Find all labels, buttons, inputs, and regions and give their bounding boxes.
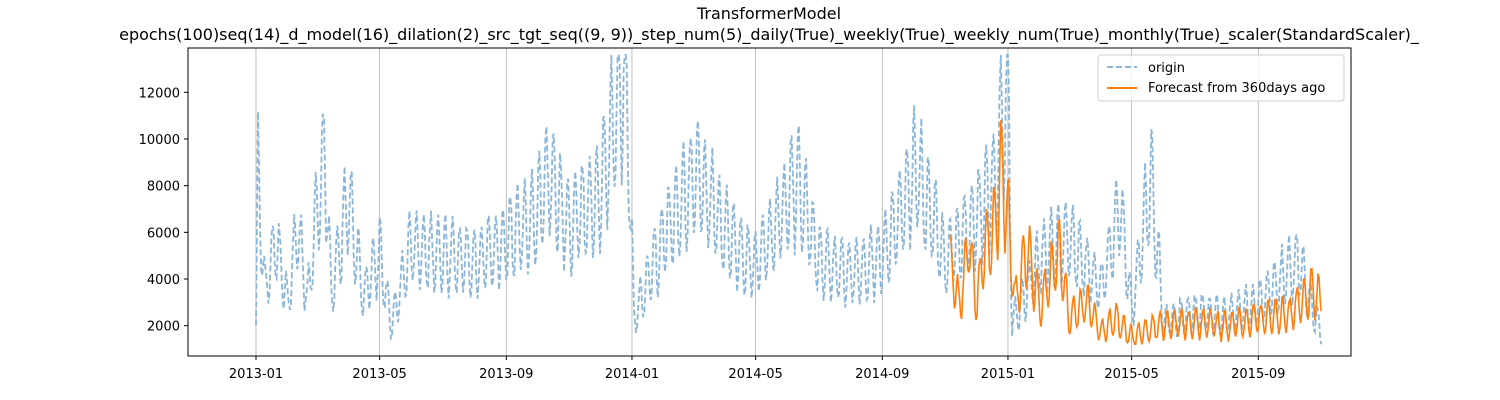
y-tick-label-2: 6000 [147, 226, 180, 241]
y-tick-label-5: 12000 [139, 86, 180, 101]
series-forecast-line [949, 120, 1322, 346]
x-tick-label-8: 2015-09 [1231, 367, 1285, 382]
series-origin-line [255, 54, 1322, 345]
legend: origin Forecast from 360days ago [1097, 54, 1345, 102]
x-tick-label-5: 2014-09 [855, 367, 909, 382]
x-axis-ticks: 2013-01 2013-05 2013-09 2014-01 2014-05 2014-… [229, 356, 1285, 382]
y-tick-label-3: 8000 [147, 180, 180, 195]
x-tick-label-3: 2014-01 [605, 367, 659, 382]
plot-area-frame [187, 47, 1352, 357]
legend-label-origin: origin [1148, 61, 1185, 76]
grid-lines [255, 48, 1259, 356]
x-tick-label-6: 2015-01 [981, 367, 1035, 382]
legend-label-forecast: Forecast from 360days ago [1148, 81, 1325, 96]
chart-title: TransformerModel [696, 4, 841, 23]
legend-box [1097, 54, 1345, 102]
x-tick-label-2: 2013-09 [479, 367, 533, 382]
plot-series [255, 54, 1322, 346]
y-tick-label-4: 10000 [139, 133, 180, 148]
x-tick-label-0: 2013-01 [229, 367, 283, 382]
y-tick-label-0: 2000 [147, 320, 180, 335]
chart-subtitle: epochs(100)seq(14)_d_model(16)_dilation(… [119, 25, 1420, 45]
x-tick-label-4: 2014-05 [728, 367, 782, 382]
x-tick-label-7: 2015-05 [1104, 367, 1158, 382]
y-tick-label-1: 4000 [147, 273, 180, 288]
x-tick-label-1: 2013-05 [352, 367, 406, 382]
y-axis-ticks: 2000 4000 6000 8000 10000 12000 [139, 86, 188, 335]
